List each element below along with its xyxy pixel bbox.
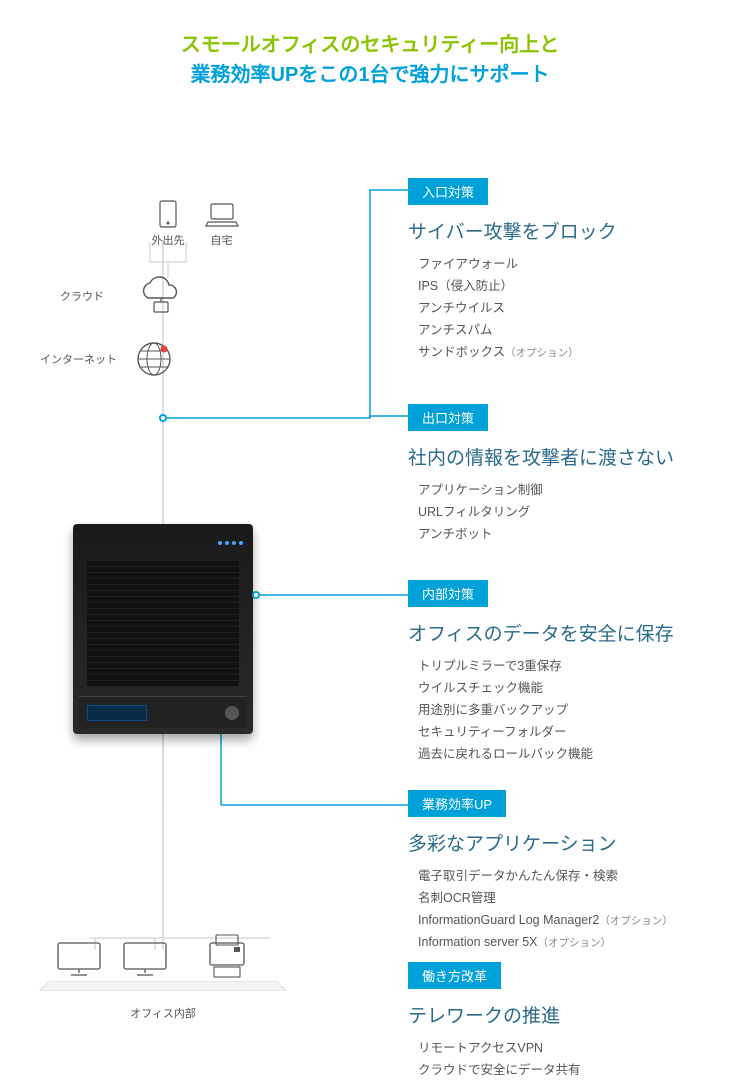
option-suffix: （オプション） (599, 915, 673, 927)
mobile-label: 外出先 (152, 232, 185, 248)
section-title: テレワークの推進 (408, 1001, 581, 1028)
section-list: トリプルミラーで3重保存ウイルスチェック機能用途別に多重バックアップセキュリティ… (408, 656, 674, 765)
office-label: オフィス内部 (44, 1005, 282, 1021)
section-list-item: 過去に戻れるロールバック機能 (418, 744, 674, 766)
section-list-item: 用途別に多重バックアップ (418, 700, 674, 722)
section-title: サイバー攻撃をブロック (408, 217, 617, 244)
connection-dot (252, 591, 260, 599)
section-list-item: トリプルミラーで3重保存 (418, 656, 674, 678)
section-0: 入口対策サイバー攻撃をブロックファイアウォールIPS（侵入防止）アンチウイルスア… (408, 178, 617, 363)
section-2: 内部対策オフィスのデータを安全に保存トリプルミラーで3重保存ウイルスチェック機能… (408, 580, 674, 765)
title-line-2: 業務効率UPをこの1台で強力にサポート (0, 60, 740, 90)
option-suffix: （オプション） (538, 937, 612, 949)
nas-lcd (87, 705, 147, 721)
section-4: 働き方改革テレワークの推進リモートアクセスVPNクラウドで安全にデータ共有 (408, 962, 581, 1082)
laptop-icon (205, 202, 239, 228)
section-list-item: アンチウイルス (418, 298, 617, 320)
section-badge: 出口対策 (408, 404, 488, 431)
section-badge: 入口対策 (408, 178, 488, 205)
section-list-item: アンチボット (418, 524, 674, 546)
left-network-column: 外出先 自宅 クラウド インターネット (40, 200, 300, 380)
section-title: 社内の情報を攻撃者に渡さない (408, 443, 674, 470)
nas-power-knob (225, 706, 239, 720)
internet-label: インターネット (40, 351, 117, 367)
section-list-item: 名刺OCR管理 (418, 888, 673, 910)
section-badge: 内部対策 (408, 580, 488, 607)
section-list-item: 電子取引データかんたん保存・検索 (418, 866, 673, 888)
section-list-item: ファイアウォール (418, 254, 617, 276)
section-list: リモートアクセスVPNクラウドで安全にデータ共有 (408, 1038, 581, 1082)
connection-dot (159, 414, 167, 422)
section-list-item: InformationGuard Log Manager2（オプション） (418, 910, 673, 932)
section-badge: 働き方改革 (408, 962, 501, 989)
cloud-icon (134, 276, 188, 316)
option-suffix: （オプション） (505, 347, 579, 359)
section-list-item: IPS（侵入防止） (418, 276, 617, 298)
section-3: 業務効率UP 多彩なアプリケーション電子取引データかんたん保存・検索名刺OCR管理… (408, 790, 673, 954)
printer-icon (206, 933, 248, 979)
section-badge: 業務効率UP (408, 790, 506, 817)
section-1: 出口対策社内の情報を攻撃者に渡さないアプリケーション制御URLフィルタリングアン… (408, 404, 674, 546)
section-list-item: サンドボックス（オプション） (418, 342, 617, 364)
monitor-icon (54, 939, 104, 979)
section-list: アプリケーション制御URLフィルタリングアンチボット (408, 480, 674, 546)
page-title: スモールオフィスのセキュリティー向上と 業務効率UPをこの1台で強力にサポート (0, 30, 740, 90)
section-list-item: セキュリティーフォルダー (418, 722, 674, 744)
section-list-item: Information server 5X（オプション） (418, 932, 673, 954)
section-list: ファイアウォールIPS（侵入防止）アンチウイルスアンチスパムサンドボックス（オプ… (408, 254, 617, 363)
title-line-1: スモールオフィスのセキュリティー向上と (0, 30, 740, 60)
section-title: 多彩なアプリケーション (408, 829, 673, 856)
nas-device (73, 524, 253, 734)
section-list-item: アプリケーション制御 (418, 480, 674, 502)
globe-icon (133, 338, 175, 380)
section-list-item: アンチスパム (418, 320, 617, 342)
section-list-item: ウイルスチェック機能 (418, 678, 674, 700)
phone-icon (159, 200, 177, 228)
office-area: オフィス内部 (44, 925, 282, 1015)
home-label: 自宅 (211, 232, 233, 248)
section-list-item: リモートアクセスVPN (418, 1038, 581, 1060)
monitor-icon (120, 939, 170, 979)
home-location: 自宅 (205, 202, 239, 248)
mobile-location: 外出先 (152, 200, 185, 248)
section-list: 電子取引データかんたん保存・検索名刺OCR管理InformationGuard … (408, 866, 673, 954)
cloud-label: クラウド (60, 288, 104, 304)
section-list-item: クラウドで安全にデータ共有 (418, 1060, 581, 1082)
section-title: オフィスのデータを安全に保存 (408, 619, 674, 646)
section-list-item: URLフィルタリング (418, 502, 674, 524)
